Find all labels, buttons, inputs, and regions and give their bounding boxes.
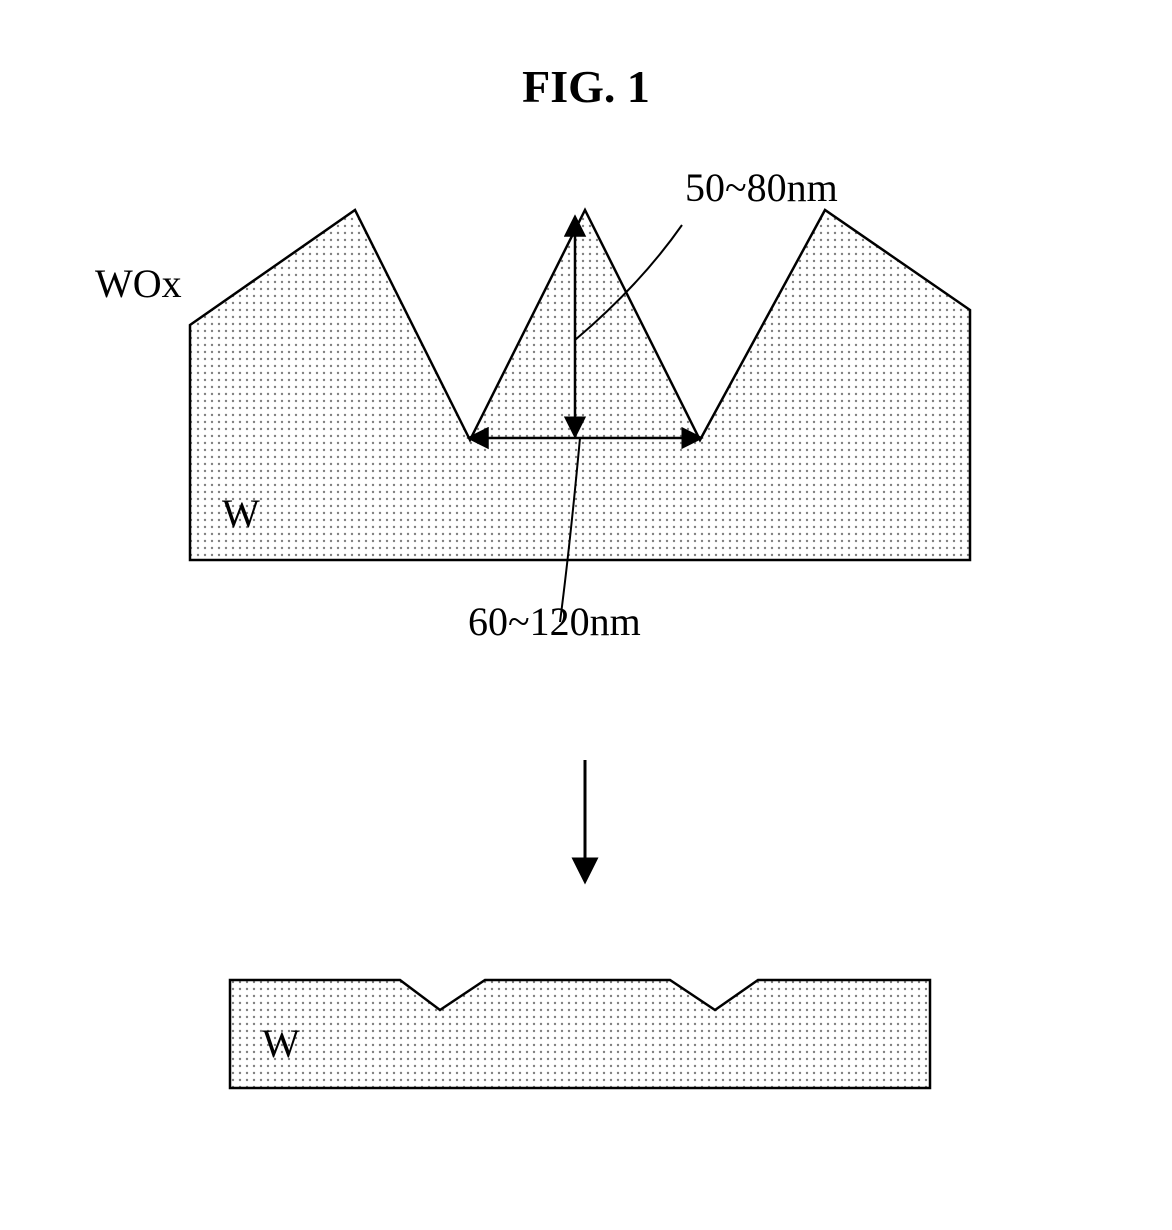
label-w-lower: W <box>262 1020 300 1067</box>
label-w-upper: W <box>222 490 260 537</box>
label-height-dim: 50~80nm <box>685 164 838 211</box>
upper-shape <box>190 210 970 560</box>
label-width-dim: 60~120nm <box>468 598 641 645</box>
figure-page: FIG. 1 WOx W 50~80nm 60~120nm W <box>0 0 1172 1230</box>
lower-shape <box>230 980 930 1088</box>
label-wox: WOx <box>95 260 182 307</box>
